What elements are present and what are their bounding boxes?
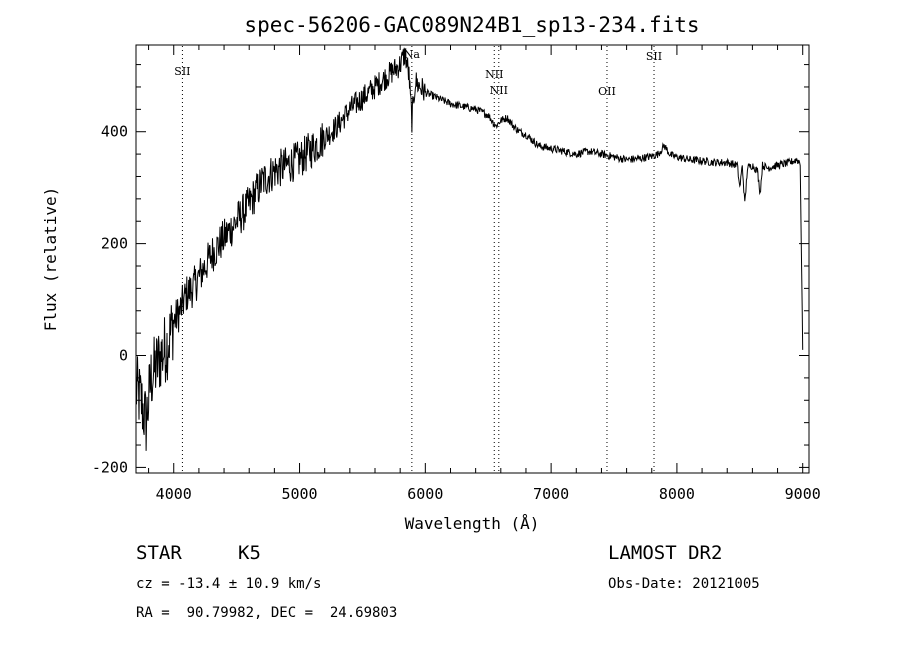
y-axis-label: Flux (relative) (41, 187, 60, 332)
class-label: STAR (136, 542, 182, 564)
line-marker-label: SII (646, 50, 662, 63)
survey-label: LAMOST DR2 (608, 542, 723, 564)
chart-title: spec-56206-GAC089N24B1_sp13-234.fits (244, 13, 699, 37)
y-tick-label: -200 (92, 458, 128, 476)
x-tick-label: 5000 (281, 485, 317, 503)
line-marker-label: OII (598, 85, 616, 98)
x-axis-label: Wavelength (Å) (405, 514, 540, 533)
coordinates-label: RA = 90.79982, DEC = 24.69803 (136, 605, 398, 621)
obs-date-label: Obs-Date: 20121005 (608, 576, 760, 592)
x-tick-label: 7000 (533, 485, 569, 503)
y-tick-label: 400 (101, 123, 128, 141)
plot-frame (135, 44, 810, 474)
subclass-label: K5 (238, 542, 261, 564)
line-marker-label: NII (490, 84, 508, 97)
x-tick-label: 6000 (407, 485, 443, 503)
spectrum-line (135, 47, 804, 451)
redshift-label: cz = -13.4 ± 10.9 km/s (136, 576, 322, 592)
x-tick-label: 9000 (785, 485, 821, 503)
y-tick-label: 0 (119, 347, 128, 365)
x-tick-label: 4000 (156, 485, 192, 503)
y-tick-label: 200 (101, 235, 128, 253)
line-marker-label: NII (485, 68, 503, 81)
x-tick-label: 8000 (659, 485, 695, 503)
line-marker-label: SII (174, 65, 190, 78)
